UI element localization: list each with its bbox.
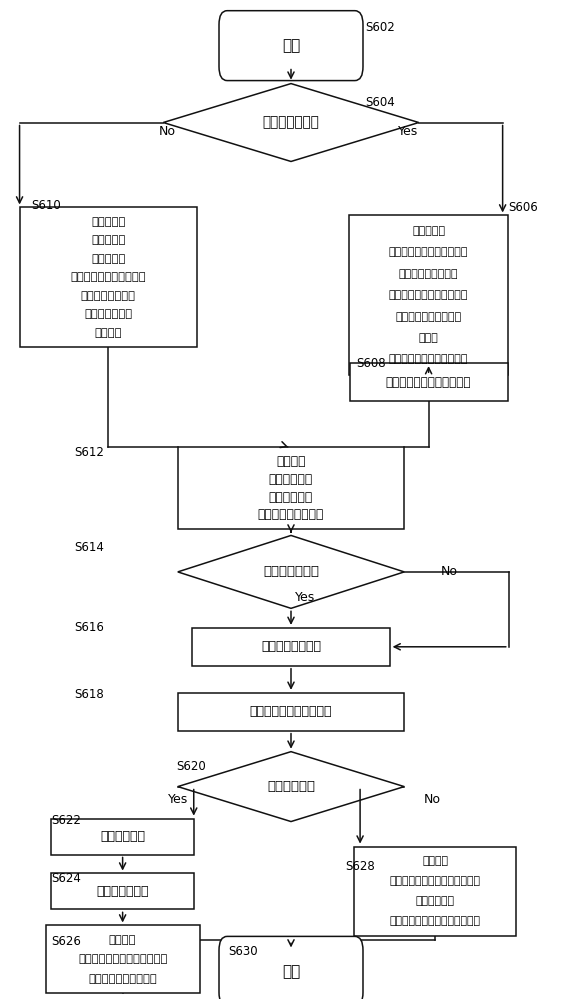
Text: 结束: 结束 xyxy=(282,964,300,979)
Text: 相互辐射判定？: 相互辐射判定？ xyxy=(263,565,319,578)
Text: S612: S612 xyxy=(74,446,104,459)
Text: S628: S628 xyxy=(346,860,375,873)
Text: 基站压力值；: 基站压力值； xyxy=(269,491,313,504)
Text: 设初始值: 设初始值 xyxy=(276,455,306,468)
Text: Yes: Yes xyxy=(168,793,188,806)
Text: 基站种类；: 基站种类； xyxy=(91,235,125,245)
Bar xyxy=(178,447,404,529)
Text: 空调种类与设定；: 空调种类与设定； xyxy=(81,291,136,301)
Text: S606: S606 xyxy=(509,201,538,214)
Text: 建立优化试验表和试验方案: 建立优化试验表和试验方案 xyxy=(386,376,471,389)
Bar xyxy=(178,693,404,731)
Text: 输入数据：: 输入数据： xyxy=(412,226,445,236)
Bar xyxy=(349,215,509,375)
Text: No: No xyxy=(424,793,441,806)
Text: 能耗优化计算？: 能耗优化计算？ xyxy=(262,116,320,130)
FancyBboxPatch shape xyxy=(219,11,363,81)
Bar xyxy=(51,819,194,855)
Text: S614: S614 xyxy=(74,541,104,554)
Bar xyxy=(46,925,200,993)
Text: 实验设计法所需各因素（基: 实验设计法所需各因素（基 xyxy=(389,247,469,257)
Bar xyxy=(192,628,390,666)
Text: S618: S618 xyxy=(74,688,104,701)
Text: 气象数据: 气象数据 xyxy=(94,328,122,338)
Text: Yes: Yes xyxy=(398,125,418,138)
Text: 输出数据: 输出数据 xyxy=(109,935,136,945)
Text: 基站动态室温比壁面温度变化；: 基站动态室温比壁面温度变化； xyxy=(389,876,481,886)
Text: 度）；: 度）； xyxy=(418,333,439,343)
Text: 墙体构造；: 墙体构造； xyxy=(91,254,125,264)
Text: 计算基站通风量: 计算基站通风量 xyxy=(97,885,149,898)
Text: 程、优化后的基站参数: 程、优化后的基站参数 xyxy=(88,974,157,984)
Text: S622: S622 xyxy=(51,814,81,827)
Polygon shape xyxy=(178,752,404,822)
Text: 室内热源强度；: 室内热源强度； xyxy=(84,309,132,319)
Text: 计算基站室温与壁面温度: 计算基站室温与壁面温度 xyxy=(250,705,332,718)
Text: 输出数据: 输出数据 xyxy=(422,856,448,866)
Text: 基站通风量；: 基站通风量； xyxy=(416,896,455,906)
Text: S624: S624 xyxy=(51,872,81,885)
Bar xyxy=(51,873,194,909)
Text: 基站动态冷热负荷、设备用能值: 基站动态冷热负荷、设备用能值 xyxy=(389,916,481,926)
Text: S602: S602 xyxy=(365,21,395,34)
Text: S626: S626 xyxy=(51,935,81,948)
Text: 开始: 开始 xyxy=(282,38,300,53)
Polygon shape xyxy=(178,535,404,608)
Text: S630: S630 xyxy=(228,945,258,958)
Text: 自然与机械式强制通风；: 自然与机械式强制通风； xyxy=(70,272,146,282)
Text: Yes: Yes xyxy=(294,591,315,604)
Bar xyxy=(20,207,197,347)
Text: S610: S610 xyxy=(31,199,61,212)
Text: 能耗与各因素间的多元回归方: 能耗与各因素间的多元回归方 xyxy=(78,954,167,964)
Text: S620: S620 xyxy=(176,760,206,773)
Text: S608: S608 xyxy=(356,357,386,370)
Text: 各因素的水平数目和水平值: 各因素的水平数目和水平值 xyxy=(389,354,469,364)
Text: 输入数据：: 输入数据： xyxy=(91,217,125,227)
FancyBboxPatch shape xyxy=(219,936,363,1000)
Text: S616: S616 xyxy=(74,621,104,634)
Text: 计算综合辐射系数: 计算综合辐射系数 xyxy=(261,640,321,653)
Bar xyxy=(350,363,508,401)
Text: 类与设定、室内热源强: 类与设定、室内热源强 xyxy=(396,312,462,322)
Text: 基站室温与壁面温度: 基站室温与壁面温度 xyxy=(258,508,324,521)
Text: No: No xyxy=(441,565,458,578)
Text: S604: S604 xyxy=(365,96,395,109)
Text: 通风方式和设定值、空调种: 通风方式和设定值、空调种 xyxy=(389,290,469,300)
Text: 通风量判定？: 通风量判定？ xyxy=(267,780,315,793)
Polygon shape xyxy=(164,84,418,161)
Text: No: No xyxy=(159,125,176,138)
Text: 优化试验操作: 优化试验操作 xyxy=(100,830,145,843)
Text: 基站通风量；: 基站通风量； xyxy=(269,473,313,486)
Bar xyxy=(354,847,516,936)
Text: 站种类、墙体构造、: 站种类、墙体构造、 xyxy=(399,269,459,279)
